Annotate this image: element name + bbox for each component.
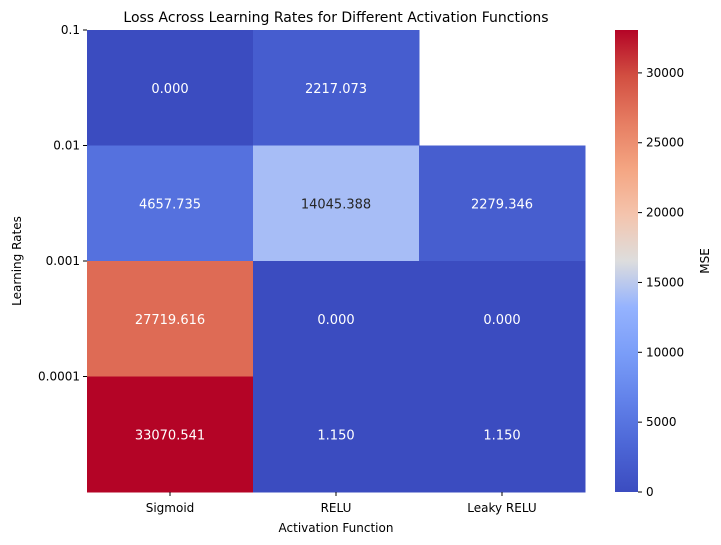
x-tick-label: Sigmoid — [146, 501, 195, 515]
y-axis-label: Learning Rates — [10, 216, 24, 306]
heatmap-cell — [87, 261, 254, 377]
heatmap-cell — [419, 145, 586, 262]
colorbar-tick-label: 0 — [646, 485, 654, 499]
colorbar-tick-label: 10000 — [646, 345, 684, 359]
heatmap-cells — [87, 30, 586, 493]
colorbar-tick-label: 25000 — [646, 136, 684, 150]
colorbar-tick-label: 30000 — [646, 66, 684, 80]
x-tick-label: Leaky RELU — [467, 501, 536, 515]
cell-value-label: 0.000 — [317, 313, 354, 328]
cell-value-label: 1.150 — [317, 428, 354, 443]
heatmap-cell — [87, 30, 254, 146]
heatmap-cell — [253, 30, 420, 146]
cell-value-label: 27719.616 — [135, 313, 205, 328]
cell-value-label: 1.150 — [483, 428, 520, 443]
heatmap-cell — [419, 261, 586, 377]
cell-value-label: 2279.346 — [471, 197, 533, 212]
colorbar-label: MSE — [698, 248, 712, 274]
colorbar-tick-label: 15000 — [646, 275, 684, 289]
y-tick-label: 0.001 — [46, 254, 80, 268]
colorbar-tick-label: 5000 — [646, 415, 677, 429]
y-tick-label: 0.0001 — [38, 370, 80, 384]
y-tick-label: 0.1 — [61, 23, 80, 37]
heatmap-cell — [253, 376, 420, 493]
cell-value-label: 14045.388 — [301, 197, 371, 212]
heatmap-cell-labels: 0.000 2217.073 4657.735 14045.388 2279.346 27… — [135, 82, 533, 444]
heatmap-cell — [87, 376, 254, 493]
heatmap-cell — [253, 145, 420, 262]
cell-value-label: 4657.735 — [139, 197, 201, 212]
y-axis: 0.1 0.01 0.001 0.0001 — [38, 23, 87, 384]
cell-value-label: 2217.073 — [305, 82, 367, 97]
cell-value-label: 33070.541 — [135, 428, 205, 443]
chart-title: Loss Across Learning Rates for Different… — [123, 10, 548, 26]
colorbar: 0 5000 10000 15000 20000 25000 30000 — [615, 30, 684, 499]
heatmap-cell — [419, 376, 586, 493]
colorbar-bar — [615, 30, 638, 492]
x-axis: Sigmoid RELU Leaky RELU — [146, 492, 537, 515]
cell-value-label: 0.000 — [483, 313, 520, 328]
colorbar-tick-label: 20000 — [646, 206, 684, 220]
cell-value-label: 0.000 — [151, 82, 188, 97]
heatmap-cell — [87, 145, 254, 262]
x-tick-label: RELU — [321, 501, 352, 515]
heatmap-cell — [253, 261, 420, 377]
x-axis-label: Activation Function — [279, 521, 394, 535]
y-tick-label: 0.01 — [53, 139, 80, 153]
